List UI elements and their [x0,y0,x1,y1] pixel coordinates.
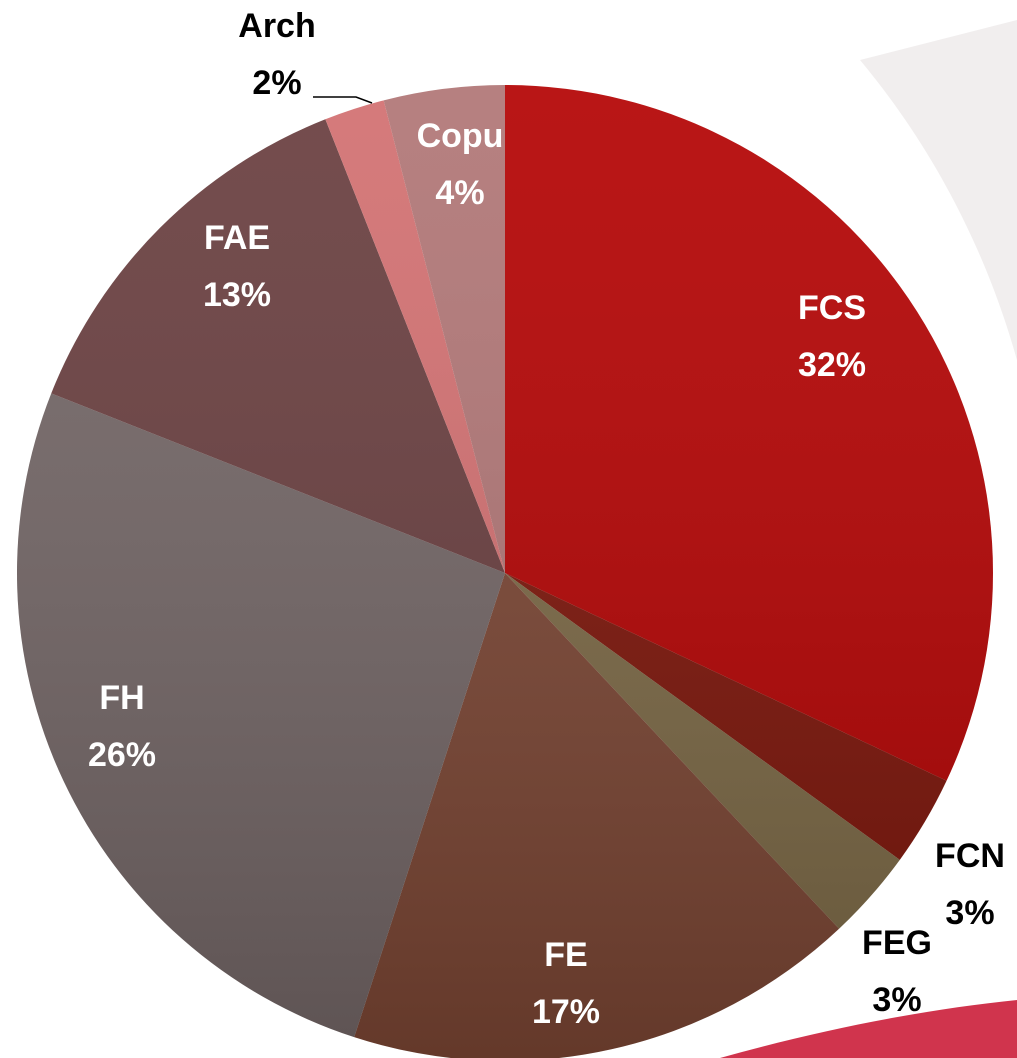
slice-value-label: 2% [252,64,301,102]
slice-value-label: 26% [88,736,156,774]
slice-label: Arch [238,7,315,45]
decor-swoosh [720,1000,1017,1058]
labels: FCS 32% FCN 3% FEG 3% FE 17% FH 26% FAE 13% Arch 2% Co… [88,7,1005,1031]
slice-label: FEG [862,924,932,962]
slice-value-label: 32% [798,346,866,384]
slice-label: FH [99,679,144,717]
slice-value-label: 4% [435,174,484,212]
slice-label: FE [544,936,587,974]
leader-line [313,96,373,104]
slice-value-label: 13% [203,276,271,314]
slice-label: FAE [204,219,270,257]
slice-value-label: 3% [872,981,921,1019]
slice-label: FCN [935,837,1005,875]
pie [17,85,993,1058]
slice-value-label: 17% [532,993,600,1031]
slice-label: FCS [798,289,866,327]
slice-label: Copu [417,117,504,155]
slice-value-label: 3% [945,894,994,932]
